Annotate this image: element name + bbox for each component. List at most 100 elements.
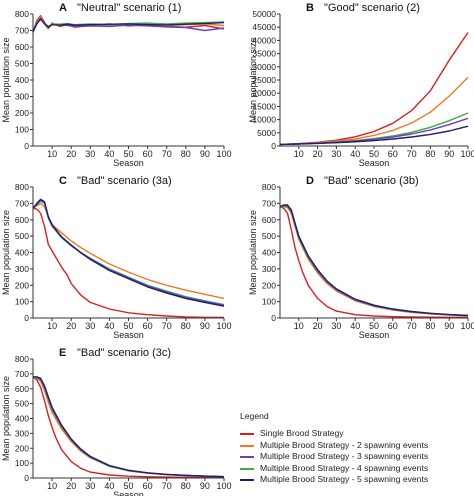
y-tick-label: 400: [15, 75, 29, 85]
x-tick-label: 20: [313, 149, 323, 159]
x-tick-label: 70: [162, 321, 172, 331]
series-line-5: [279, 204, 469, 317]
x-tick-label: 10: [47, 321, 57, 331]
y-tick-label: 50000: [252, 9, 276, 19]
y-tick-label: 35000: [252, 49, 276, 59]
y-tick-label: 500: [15, 59, 29, 69]
x-tick-label: 30: [85, 149, 95, 159]
y-tick-label: 200: [15, 443, 29, 453]
x-tick-label: 100: [216, 149, 231, 159]
x-tick-label: 80: [425, 321, 435, 331]
x-tick-label: 70: [407, 149, 417, 159]
legend-entry-multiple-brood-2: Multiple Brood Strategy - 2 spawning eve…: [240, 440, 472, 451]
y-tick-label: 300: [15, 428, 29, 438]
y-tick-label: 100: [15, 297, 29, 307]
x-tick-label: 20: [66, 481, 76, 491]
x-tick-label: 20: [66, 149, 76, 159]
y-axis-label: Mean population size: [1, 210, 11, 295]
x-tick-label: 50: [123, 149, 133, 159]
chart-panel-d: 10 20 30 40 50 60 70 80 90 100 0 100 200 300 400 500 600…: [248, 175, 474, 340]
x-tick-label: 40: [350, 321, 360, 331]
x-tick-label: 40: [350, 149, 360, 159]
chart-panel-e: 10 20 30 40 50 60 70 80 90 100 0 100 200 300 400 500 600…: [1, 347, 232, 496]
y-tick-label: 300: [15, 264, 29, 274]
x-tick-label: 50: [123, 481, 133, 491]
legend-label: Multiple Brood Strategy - 3 spawning eve…: [260, 451, 429, 462]
legend-entry-multiple-brood-3: Multiple Brood Strategy - 3 spawning eve…: [240, 451, 472, 462]
x-tick-label: 10: [47, 481, 57, 491]
x-tick-label: 50: [123, 321, 133, 331]
y-tick-label: 15000: [252, 101, 276, 111]
x-tick-label: 100: [460, 321, 474, 331]
y-tick-label: 500: [262, 231, 276, 241]
panel-letter: B: [306, 2, 314, 14]
panel-title: "Neutral" scenario (1): [77, 2, 181, 14]
x-tick-label: 70: [407, 321, 417, 331]
y-tick-label: 100: [15, 458, 29, 468]
x-tick-label: 60: [388, 149, 398, 159]
legend-label: Multiple Brood Strategy - 2 spawning eve…: [260, 439, 429, 450]
x-axis-label: Season: [113, 490, 144, 496]
y-tick-label: 5000: [257, 128, 276, 138]
x-tick-label: 100: [216, 321, 231, 331]
y-tick-label: 0: [271, 141, 276, 151]
panel-letter: A: [59, 2, 67, 14]
x-tick-label: 100: [460, 149, 474, 159]
series-line-4: [32, 199, 225, 306]
y-tick-label: 200: [262, 280, 276, 290]
x-tick-label: 90: [444, 149, 454, 159]
y-tick-label: 600: [15, 42, 29, 52]
x-tick-label: 40: [104, 321, 114, 331]
series-line-1: [279, 206, 469, 319]
x-tick-label: 90: [200, 321, 210, 331]
y-tick-label: 100: [15, 125, 29, 135]
legend-swatch: [240, 467, 254, 470]
x-tick-label: 10: [47, 149, 57, 159]
chart-panel-c: 10 20 30 40 50 60 70 80 90 100 0 100 200 300 400 500 600…: [1, 175, 232, 340]
legend-label: Multiple Brood Strategy - 5 spawning eve…: [260, 474, 429, 485]
x-tick-label: 60: [143, 481, 153, 491]
series-line-3: [32, 200, 225, 306]
y-axis-label: Mean population size: [248, 210, 258, 295]
legend-swatch: [240, 433, 254, 436]
x-tick-label: 30: [331, 149, 341, 159]
x-tick-label: 30: [85, 481, 95, 491]
panel-title: "Bad" scenario (3b): [324, 175, 419, 187]
y-tick-label: 700: [15, 26, 29, 36]
y-tick-label: 500: [15, 231, 29, 241]
y-tick-label: 400: [262, 248, 276, 258]
x-tick-label: 30: [85, 321, 95, 331]
x-tick-label: 20: [313, 321, 323, 331]
series-line-2: [279, 76, 469, 146]
x-tick-label: 40: [104, 481, 114, 491]
y-tick-label: 25000: [252, 75, 276, 85]
y-tick-label: 0: [271, 313, 276, 323]
legend-label: Multiple Brood Strategy - 4 spawning eve…: [260, 462, 429, 473]
y-tick-label: 600: [262, 215, 276, 225]
panel-letter: C: [59, 175, 67, 187]
y-tick-label: 800: [15, 9, 29, 19]
x-axis-label: Season: [113, 330, 144, 340]
legend-swatch: [240, 479, 254, 482]
y-tick-label: 200: [15, 280, 29, 290]
x-tick-label: 80: [181, 481, 191, 491]
y-tick-label: 400: [15, 414, 29, 424]
y-axis-label: Mean population size: [248, 37, 258, 122]
x-tick-label: 90: [444, 321, 454, 331]
x-tick-label: 70: [162, 149, 172, 159]
x-tick-label: 60: [143, 149, 153, 159]
legend-title: Legend: [240, 411, 269, 421]
x-axis-label: Season: [113, 158, 144, 168]
legend-label: Single Brood Strategy: [260, 428, 344, 439]
y-tick-label: 700: [262, 198, 276, 208]
x-tick-label: 100: [216, 481, 231, 491]
y-tick-label: 600: [15, 384, 29, 394]
panel-letter: E: [59, 347, 66, 359]
panel-title: "Good" scenario (2): [324, 2, 420, 14]
chart-panel-a: 10 20 30 40 50 60 70 80 90 100 0 100 200 300 400 500 600…: [1, 2, 232, 168]
y-tick-label: 200: [15, 108, 29, 118]
x-tick-label: 90: [200, 481, 210, 491]
x-tick-label: 60: [388, 321, 398, 331]
series-line-2: [32, 202, 225, 300]
